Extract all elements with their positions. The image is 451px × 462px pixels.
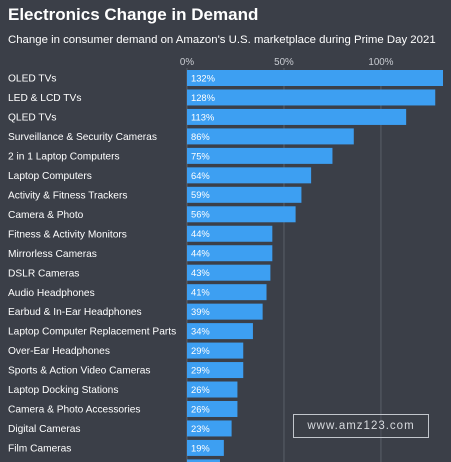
- category-label: OLED TVs: [8, 74, 57, 85]
- bar: [187, 420, 232, 437]
- category-label: Sports & Action Video Cameras: [8, 366, 151, 377]
- category-label: Laptop Docking Stations: [8, 385, 118, 396]
- value-label: 64%: [191, 170, 210, 181]
- category-label: Camera & Photo: [8, 210, 84, 221]
- bar: [187, 381, 238, 398]
- value-label: 41%: [191, 287, 210, 298]
- value-label: 75%: [191, 150, 210, 161]
- category-label: 2 in 1 Laptop Computers: [8, 151, 120, 162]
- category-label: Over-Ear Headphones: [8, 346, 110, 357]
- category-label: Audio Headphones: [8, 288, 95, 299]
- bar: [187, 206, 296, 223]
- category-label: Activity & Fitness Trackers: [8, 190, 127, 201]
- value-label: 29%: [191, 345, 210, 356]
- bar-cropped: [187, 459, 220, 462]
- bar: [187, 342, 244, 359]
- value-label: 44%: [191, 228, 210, 239]
- bar: [187, 362, 244, 379]
- value-label: 26%: [191, 403, 210, 414]
- value-label: 113%: [191, 111, 214, 122]
- bar: [187, 128, 354, 145]
- category-label: Earbud & In-Ear Headphones: [8, 307, 142, 318]
- category-label: DSLR Cameras: [8, 268, 79, 279]
- x-tick-label: 50%: [274, 57, 294, 68]
- category-label: QLED TVs: [8, 113, 57, 124]
- bar: [187, 323, 253, 340]
- bar: [187, 186, 302, 203]
- x-tick-label: 100%: [368, 57, 393, 68]
- category-label: LED & LCD TVs: [8, 93, 81, 104]
- bar: [187, 70, 443, 86]
- bar: [187, 439, 224, 456]
- category-label: Film Cameras: [8, 444, 71, 455]
- bar: [187, 303, 263, 320]
- value-label: 132%: [191, 72, 215, 83]
- bar: [187, 225, 273, 242]
- category-label: Surveillance & Security Cameras: [8, 132, 157, 143]
- value-label: 59%: [191, 189, 210, 200]
- bar: [187, 108, 407, 125]
- bar: [187, 264, 271, 281]
- value-label: 56%: [191, 209, 210, 220]
- bar: [187, 245, 273, 262]
- category-label: Laptop Computer Replacement Parts: [8, 327, 176, 338]
- value-label: 19%: [191, 442, 210, 453]
- category-label: Digital Cameras: [8, 424, 80, 435]
- value-label: 44%: [191, 248, 210, 259]
- value-label: 43%: [191, 267, 210, 278]
- category-label: Camera & Photo Accessories: [8, 405, 141, 416]
- category-label: Mirrorless Cameras: [8, 249, 97, 260]
- value-label: 26%: [191, 384, 210, 395]
- value-label: 128%: [191, 92, 215, 103]
- value-label: 23%: [191, 423, 210, 434]
- value-label: 39%: [191, 306, 210, 317]
- bar: [187, 284, 267, 301]
- category-label: Laptop Computers: [8, 171, 92, 182]
- bar: [187, 89, 436, 106]
- chart-title: Electronics Change in Demand: [8, 5, 259, 24]
- value-label: 86%: [191, 131, 210, 142]
- value-label: 29%: [191, 364, 210, 375]
- x-tick-label: 0%: [180, 57, 194, 68]
- chart-subtitle: Change in consumer demand on Amazon's U.…: [8, 34, 436, 46]
- value-label: 34%: [191, 326, 210, 337]
- category-label: Fitness & Activity Monitors: [8, 229, 127, 240]
- bar: [187, 167, 312, 184]
- bar: [187, 147, 333, 164]
- watermark: www.amz123.com: [293, 414, 429, 438]
- bar: [187, 400, 238, 417]
